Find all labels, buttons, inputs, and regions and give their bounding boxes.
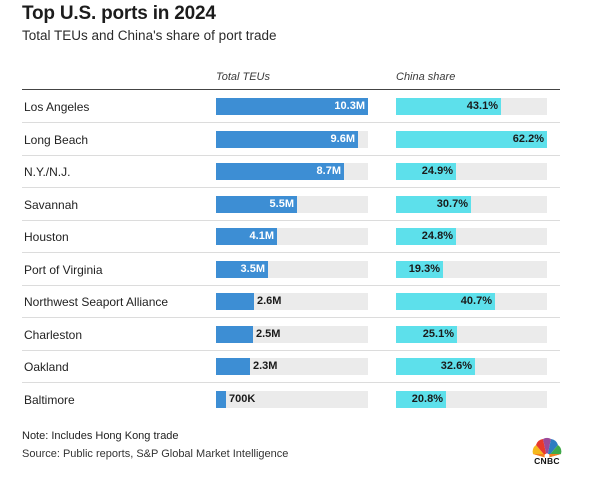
teu-value-label: 2.3M [253,360,278,372]
port-label: Houston [24,230,69,244]
header-rule [22,89,560,90]
china-share-bar [396,195,471,213]
port-label: Baltimore [24,392,75,407]
port-label: Oakland [24,360,69,374]
china-share-bar [396,260,443,278]
row-divider [22,349,560,351]
china-share-value-label: 40.7% [460,295,492,307]
china-share-value-label: 24.8% [421,230,453,242]
china-share-value-label: 25.1% [422,327,454,340]
row-divider [22,284,560,286]
teu-bar [216,260,268,278]
port-label: Long Beach [24,132,89,147]
teu-value-label: 2.6M [257,295,282,307]
port-label: Savannah [24,197,79,212]
port-label: Port of Virginia [24,262,103,277]
teu-bar-track [216,358,368,375]
chart-source: Source: Public reports, S&P Global Marke… [22,448,289,460]
teu-bar-track [216,293,368,310]
china-share-value-label: 32.6% [440,360,472,372]
teu-bar [216,228,277,245]
chart-subtitle: Total TEUs and China's share of port tra… [22,28,277,43]
row-divider [22,154,560,156]
teu-bar [216,293,254,310]
teu-bar [216,325,253,343]
china-share-value-label: 43.1% [466,100,498,112]
chart-title: Top U.S. ports in 2024 [22,3,216,24]
row-divider [22,252,560,253]
row-divider [22,122,560,123]
china-share-bar [396,228,456,245]
china-share-value-label: 62.2% [512,132,544,145]
row-divider [22,317,560,318]
teu-value-label: 2.5M [256,327,281,340]
column-header-china: China share [396,71,456,83]
cnbc-peacock-icon [532,437,562,459]
port-label: Los Angeles [24,100,90,114]
teu-bar [216,195,297,213]
teu-bar [216,163,344,180]
port-label: Charleston [24,327,83,342]
teu-value-label: 700K [229,392,256,405]
row-divider [22,219,560,221]
port-label: Northwest Seaport Alliance [24,295,169,309]
teu-bar-track [216,390,368,408]
port-label: N.Y./N.J. [24,165,71,179]
teu-value-label: 3.5M [240,262,265,275]
teu-value-label: 4.1M [249,230,274,242]
china-share-bar [396,130,547,148]
row-divider [22,187,560,188]
column-header-teu: Total TEUs [216,71,271,83]
china-share-bar [396,293,495,310]
china-share-bar [396,98,501,115]
cnbc-logo-text: CNBC [534,456,560,466]
teu-value-label: 10.3M [334,100,365,112]
teu-bar [216,98,368,115]
chart-note: Note: Includes Hong Kong trade [22,430,179,442]
china-share-value-label: 20.8% [411,392,443,405]
teu-value-label: 5.5M [269,197,294,210]
china-share-value-label: 24.9% [421,165,453,177]
china-share-bar [396,358,475,375]
teu-bar [216,390,226,408]
china-share-bar [396,163,456,180]
teu-value-label: 8.7M [316,165,341,177]
china-share-bar [396,325,457,343]
teu-bar-track [216,325,368,343]
teu-bar [216,358,250,375]
row-divider [22,382,560,383]
china-share-value-label: 30.7% [436,197,468,210]
teu-value-label: 9.6M [330,132,355,145]
teu-bar [216,130,358,148]
china-share-value-label: 19.3% [408,262,440,275]
china-share-bar [396,390,446,408]
